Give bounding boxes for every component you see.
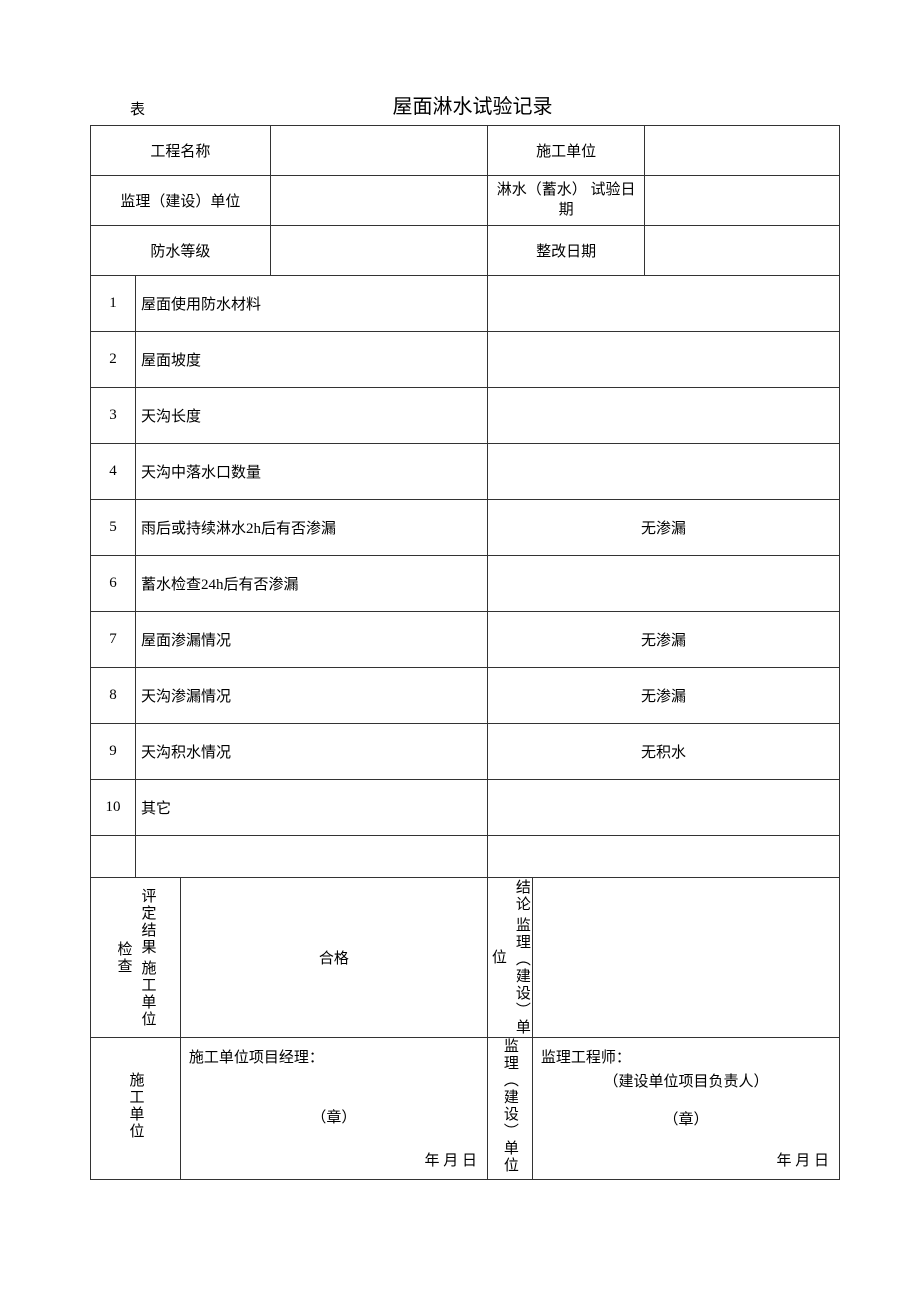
label-waterproof-grade: 防水等级 [91, 226, 271, 276]
item-desc: 其它 [135, 780, 487, 836]
sig-left-date: 年 月 日 [424, 1149, 477, 1173]
sig-right-block: 监理工程师： （建设单位项目负责人） （章） 年 月 日 [532, 1038, 839, 1180]
table-row: 10 其它 [91, 780, 840, 836]
item-no: 3 [91, 388, 136, 444]
info-row: 监理（建设）单位 淋水（蓄水） 试验日期 [91, 176, 840, 226]
vert-text: 监理︵建设︶单 [513, 917, 531, 1036]
table-row: 1 屋面使用防水材料 [91, 276, 840, 332]
conclusion-right-label: 位 结论 监理︵建设︶单 [487, 878, 532, 1038]
item-no: 6 [91, 556, 136, 612]
label-correction-date: 整改日期 [487, 226, 644, 276]
item-no: 7 [91, 612, 136, 668]
record-table: 工程名称 施工单位 监理（建设）单位 淋水（蓄水） 试验日期 防水等级 整改日期… [90, 125, 840, 1180]
sig-left-label: 施工单位 [91, 1038, 181, 1180]
empty-cell [91, 836, 136, 878]
vert-text: 施工单位 [126, 1072, 144, 1140]
conclusion-right-value [532, 878, 839, 1038]
item-desc: 屋面使用防水材料 [135, 276, 487, 332]
vert-text: 评定结果 [138, 888, 156, 956]
item-no: 8 [91, 668, 136, 724]
item-result: 无积水 [487, 724, 839, 780]
value-correction-date [645, 226, 840, 276]
item-desc: 天沟渗漏情况 [135, 668, 487, 724]
table-row: 6 蓄水检查24h后有否渗漏 [91, 556, 840, 612]
empty-cell [135, 836, 487, 878]
value-supervisor-unit [270, 176, 487, 226]
vert-text: 结论 [513, 879, 531, 913]
item-result [487, 780, 839, 836]
page-title: 屋面淋水试验记录 [145, 90, 840, 119]
table-row: 5 雨后或持续淋水2h后有否渗漏 无渗漏 [91, 500, 840, 556]
label-construction-unit: 施工单位 [487, 126, 644, 176]
label-supervisor-unit: 监理（建设）单位 [91, 176, 271, 226]
signature-row: 施工单位 施工单位项目经理： （章） 年 月 日 监理︵建设︶单位 监理工程师：… [91, 1038, 840, 1180]
label-test-date: 淋水（蓄水） 试验日期 [487, 176, 644, 226]
spacer-row [91, 836, 840, 878]
table-row: 4 天沟中落水口数量 [91, 444, 840, 500]
item-result [487, 388, 839, 444]
sig-left-line1: 施工单位项目经理： [189, 1046, 479, 1070]
vert-text: 施工单位 [138, 960, 156, 1028]
sig-right-label: 监理︵建设︶单位 [487, 1038, 532, 1180]
item-result: 无渗漏 [487, 612, 839, 668]
sig-left-block: 施工单位项目经理： （章） 年 月 日 [180, 1038, 487, 1180]
sig-right-date: 年 月 日 [776, 1149, 829, 1173]
info-row: 工程名称 施工单位 [91, 126, 840, 176]
sig-right-line1: 监理工程师： [541, 1046, 831, 1070]
page: 表 屋面淋水试验记录 工程名称 施工单位 监理（建设）单位 淋水（蓄水） 试验日… [0, 0, 920, 1280]
empty-cell [487, 836, 839, 878]
table-row: 9 天沟积水情况 无积水 [91, 724, 840, 780]
table-row: 3 天沟长度 [91, 388, 840, 444]
item-desc: 雨后或持续淋水2h后有否渗漏 [135, 500, 487, 556]
item-desc: 天沟长度 [135, 388, 487, 444]
item-result: 无渗漏 [487, 500, 839, 556]
item-desc: 屋面坡度 [135, 332, 487, 388]
sig-right-line2: （建设单位项目负责人） [541, 1070, 831, 1094]
item-no: 9 [91, 724, 136, 780]
item-desc: 屋面渗漏情况 [135, 612, 487, 668]
conclusion-left-value: 合格 [180, 878, 487, 1038]
item-result [487, 444, 839, 500]
conclusion-row: 检查 评定结果 施工单位 合格 位 结论 监理︵建设︶单 [91, 878, 840, 1038]
table-mark: 表 [130, 98, 145, 119]
item-no: 2 [91, 332, 136, 388]
item-no: 4 [91, 444, 136, 500]
item-result [487, 556, 839, 612]
table-row: 2 屋面坡度 [91, 332, 840, 388]
table-row: 7 屋面渗漏情况 无渗漏 [91, 612, 840, 668]
item-result [487, 332, 839, 388]
item-result [487, 276, 839, 332]
value-waterproof-grade [270, 226, 487, 276]
sig-left-stamp: （章） [189, 1106, 479, 1130]
value-project-name [270, 126, 487, 176]
item-desc: 蓄水检查24h后有否渗漏 [135, 556, 487, 612]
item-no: 5 [91, 500, 136, 556]
label-project-name: 工程名称 [91, 126, 271, 176]
sig-right-stamp: （章） [541, 1108, 831, 1132]
item-desc: 天沟中落水口数量 [135, 444, 487, 500]
vert-text: 监理︵建设︶单位 [501, 1038, 519, 1174]
item-desc: 天沟积水情况 [135, 724, 487, 780]
conclusion-left-label: 检查 评定结果 施工单位 [91, 878, 181, 1038]
item-no: 10 [91, 780, 136, 836]
value-test-date [645, 176, 840, 226]
info-row: 防水等级 整改日期 [91, 226, 840, 276]
item-result: 无渗漏 [487, 668, 839, 724]
title-row: 表 屋面淋水试验记录 [90, 90, 840, 119]
table-row: 8 天沟渗漏情况 无渗漏 [91, 668, 840, 724]
vert-text: 位 [489, 949, 507, 966]
value-construction-unit [645, 126, 840, 176]
item-no: 1 [91, 276, 136, 332]
vert-text: 检查 [114, 941, 132, 975]
